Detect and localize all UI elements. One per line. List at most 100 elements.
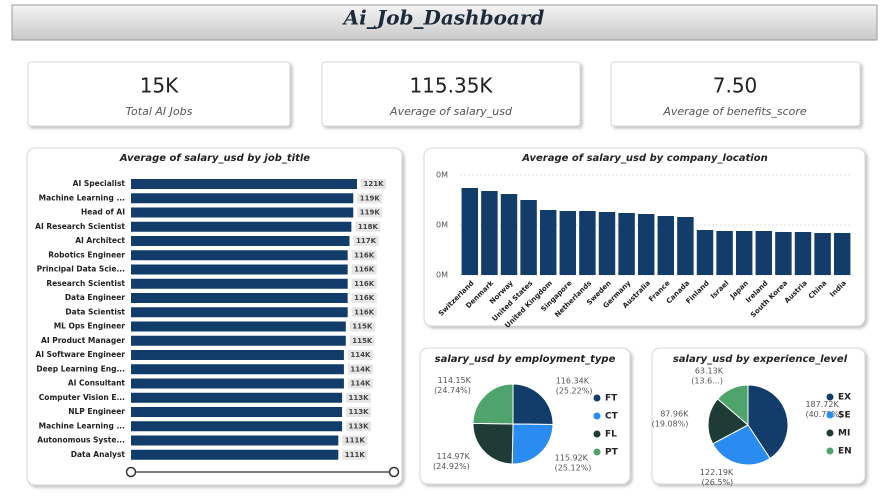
kpi-label: Average of benefits_score — [662, 105, 807, 118]
data-label: (24.92%) — [433, 462, 470, 471]
bar[interactable] — [598, 212, 616, 275]
bar[interactable] — [131, 421, 343, 432]
scrollbar-handle[interactable] — [125, 466, 137, 478]
legend-marker — [593, 430, 601, 438]
bar[interactable] — [735, 231, 753, 275]
pie-slice[interactable] — [712, 424, 771, 466]
bar[interactable] — [131, 278, 348, 289]
y-tick-label: ML Ops Engineer — [54, 322, 126, 331]
bar[interactable] — [131, 378, 344, 389]
bar[interactable] — [520, 200, 537, 275]
bar[interactable] — [716, 231, 733, 275]
bar[interactable] — [131, 221, 352, 232]
bar[interactable] — [814, 233, 831, 275]
data-label: 113K — [349, 408, 370, 416]
bar[interactable] — [833, 233, 851, 275]
legend-label[interactable]: EN — [838, 447, 852, 457]
bar[interactable] — [131, 350, 344, 360]
bar[interactable] — [131, 449, 339, 460]
data-label: 116.34K — [556, 377, 590, 386]
bar[interactable] — [775, 232, 792, 275]
data-label: 114K — [350, 365, 371, 373]
y-tick-label: NLP Engineer — [68, 407, 125, 416]
bar[interactable] — [579, 211, 596, 275]
bar[interactable] — [755, 231, 773, 275]
bar[interactable] — [794, 232, 812, 275]
scrollbar-handle[interactable] — [388, 466, 400, 478]
pie-slice[interactable] — [511, 423, 554, 465]
bar[interactable] — [131, 293, 348, 303]
kpi-label: Total AI Jobs — [126, 105, 193, 118]
data-label-bg — [346, 392, 372, 403]
bar[interactable] — [461, 188, 479, 275]
data-label-bg — [357, 193, 383, 204]
kpi-value: 115.35K — [409, 74, 493, 98]
bar[interactable] — [131, 407, 343, 417]
legend-marker — [593, 394, 601, 402]
bar[interactable] — [131, 321, 346, 332]
pie-slice[interactable] — [472, 422, 514, 465]
pie-slice[interactable] — [707, 398, 749, 445]
y-tick-label: Machine Learning ... — [39, 421, 125, 430]
bar[interactable] — [131, 364, 344, 375]
data-label-bg — [351, 307, 377, 318]
y-tick-label: 0M — [436, 171, 448, 180]
data-label: 122.19K — [700, 468, 734, 477]
bar[interactable] — [131, 207, 354, 218]
bar[interactable] — [559, 211, 577, 275]
data-label-bg — [349, 335, 375, 346]
pie-slice[interactable] — [472, 383, 514, 425]
legend-label[interactable]: FT — [605, 394, 618, 404]
pie-slice[interactable] — [512, 383, 554, 426]
bar[interactable] — [131, 236, 350, 246]
bar[interactable] — [657, 216, 675, 275]
chart-title: salary_usd by employment_type — [435, 354, 616, 365]
data-label-bg — [351, 278, 377, 289]
bar[interactable] — [500, 194, 518, 275]
data-label: (13.6...) — [691, 376, 723, 385]
bar[interactable] — [539, 210, 557, 275]
bar[interactable] — [637, 214, 655, 275]
bar[interactable] — [131, 250, 348, 261]
data-label: 63.13K — [695, 366, 724, 375]
bar[interactable] — [131, 435, 339, 446]
data-label: (40.72%) — [805, 410, 842, 419]
bar[interactable] — [131, 307, 348, 318]
bar[interactable] — [131, 392, 343, 403]
bar[interactable] — [131, 264, 348, 275]
y-tick-label: Principal Data Scie... — [37, 265, 125, 274]
bar[interactable] — [131, 335, 346, 346]
data-label-bg — [347, 378, 373, 389]
bar[interactable] — [481, 191, 498, 275]
data-label: 187.72K — [805, 400, 839, 409]
data-label-bg — [351, 293, 377, 303]
y-tick-label: Robotics Engineer — [48, 250, 125, 259]
data-label: 116K — [354, 294, 375, 302]
pie-slice[interactable] — [716, 384, 749, 427]
dashboard-title: Ai_Job_Dashboard — [342, 6, 545, 30]
data-label: 115K — [352, 323, 373, 331]
data-label: (25.12%) — [555, 463, 592, 472]
legend-marker — [593, 448, 601, 456]
legend-label[interactable]: SE — [838, 411, 851, 421]
bar[interactable] — [696, 230, 714, 275]
bar[interactable] — [131, 179, 357, 189]
legend-label[interactable]: MI — [838, 429, 850, 439]
legend-marker — [826, 429, 834, 437]
data-label: 114K — [350, 351, 371, 359]
legend-label[interactable]: FL — [605, 430, 617, 440]
legend-marker — [826, 411, 834, 419]
legend-label[interactable]: PT — [605, 448, 619, 458]
data-label-bg — [346, 407, 372, 417]
data-label: 116K — [354, 266, 375, 274]
kpi-card — [610, 61, 861, 127]
legend-label[interactable]: CT — [605, 412, 619, 422]
legend-label[interactable]: EX — [838, 393, 851, 403]
data-label: 111K — [345, 451, 366, 459]
y-tick-label: AI Architect — [75, 236, 125, 245]
y-tick-label: Head of AI — [81, 208, 125, 217]
y-tick-label: Data Scientist — [65, 307, 125, 316]
bar[interactable] — [677, 217, 694, 275]
bar[interactable] — [618, 213, 635, 275]
bar[interactable] — [131, 193, 354, 204]
